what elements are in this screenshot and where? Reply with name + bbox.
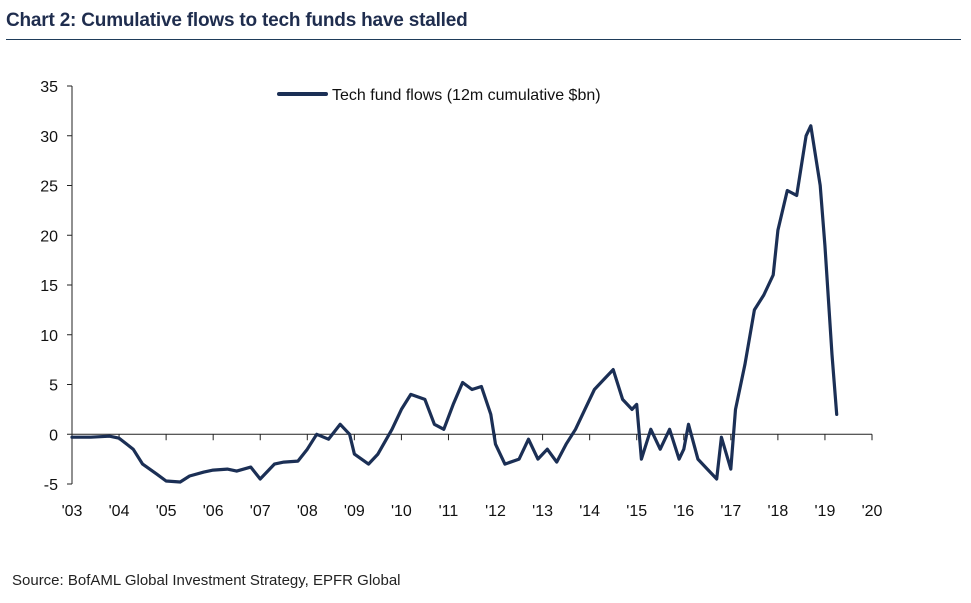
chart-legend: Tech fund flows (12m cumulative $bn) <box>277 87 601 104</box>
x-tick-label: '12 <box>485 503 506 520</box>
x-tick-label: '07 <box>250 503 271 520</box>
x-tick-label: '15 <box>626 503 647 520</box>
y-tick-label: 35 <box>40 79 58 96</box>
chart-title: Chart 2: Cumulative flows to tech funds … <box>6 10 468 31</box>
y-tick-label: 5 <box>49 378 58 395</box>
chart-axes: -5 0 5 10 15 20 25 30 35 '03 '04 '05 '06 '07 '08 '09 '10… <box>40 79 882 520</box>
source-note: Source: BofAML Global Investment Strateg… <box>12 572 401 589</box>
x-tick-label: '06 <box>203 503 224 520</box>
x-tick-label: '11 <box>439 503 459 520</box>
y-tick-label: 30 <box>40 129 58 146</box>
x-tick-label: '13 <box>532 503 553 520</box>
legend-label: Tech fund flows (12m cumulative $bn) <box>332 87 601 104</box>
x-tick-label: '08 <box>297 503 318 520</box>
x-tick-label: '04 <box>109 503 130 520</box>
x-tick-label: '20 <box>862 503 883 520</box>
y-tick-label: 15 <box>40 278 58 295</box>
title-divider <box>6 39 961 40</box>
y-tick-label: 0 <box>49 427 58 444</box>
series-layer <box>70 124 839 484</box>
x-tick-label: '09 <box>344 503 365 520</box>
x-tick-label: '05 <box>156 503 177 520</box>
y-tick-label: 25 <box>40 179 58 196</box>
x-tick-label: '16 <box>673 503 694 520</box>
x-tick-label: '10 <box>391 503 412 520</box>
x-tick-label: '17 <box>720 503 741 520</box>
y-tick-label: -5 <box>44 477 58 494</box>
y-tick-label: 10 <box>40 328 58 345</box>
x-tick-label: '14 <box>579 503 600 520</box>
x-tick-label: '18 <box>767 503 788 520</box>
y-tick-label: 20 <box>40 228 58 245</box>
x-tick-label: '19 <box>815 503 836 520</box>
series-line-tech-fund-flows <box>70 124 839 484</box>
x-tick-label: '03 <box>62 503 83 520</box>
